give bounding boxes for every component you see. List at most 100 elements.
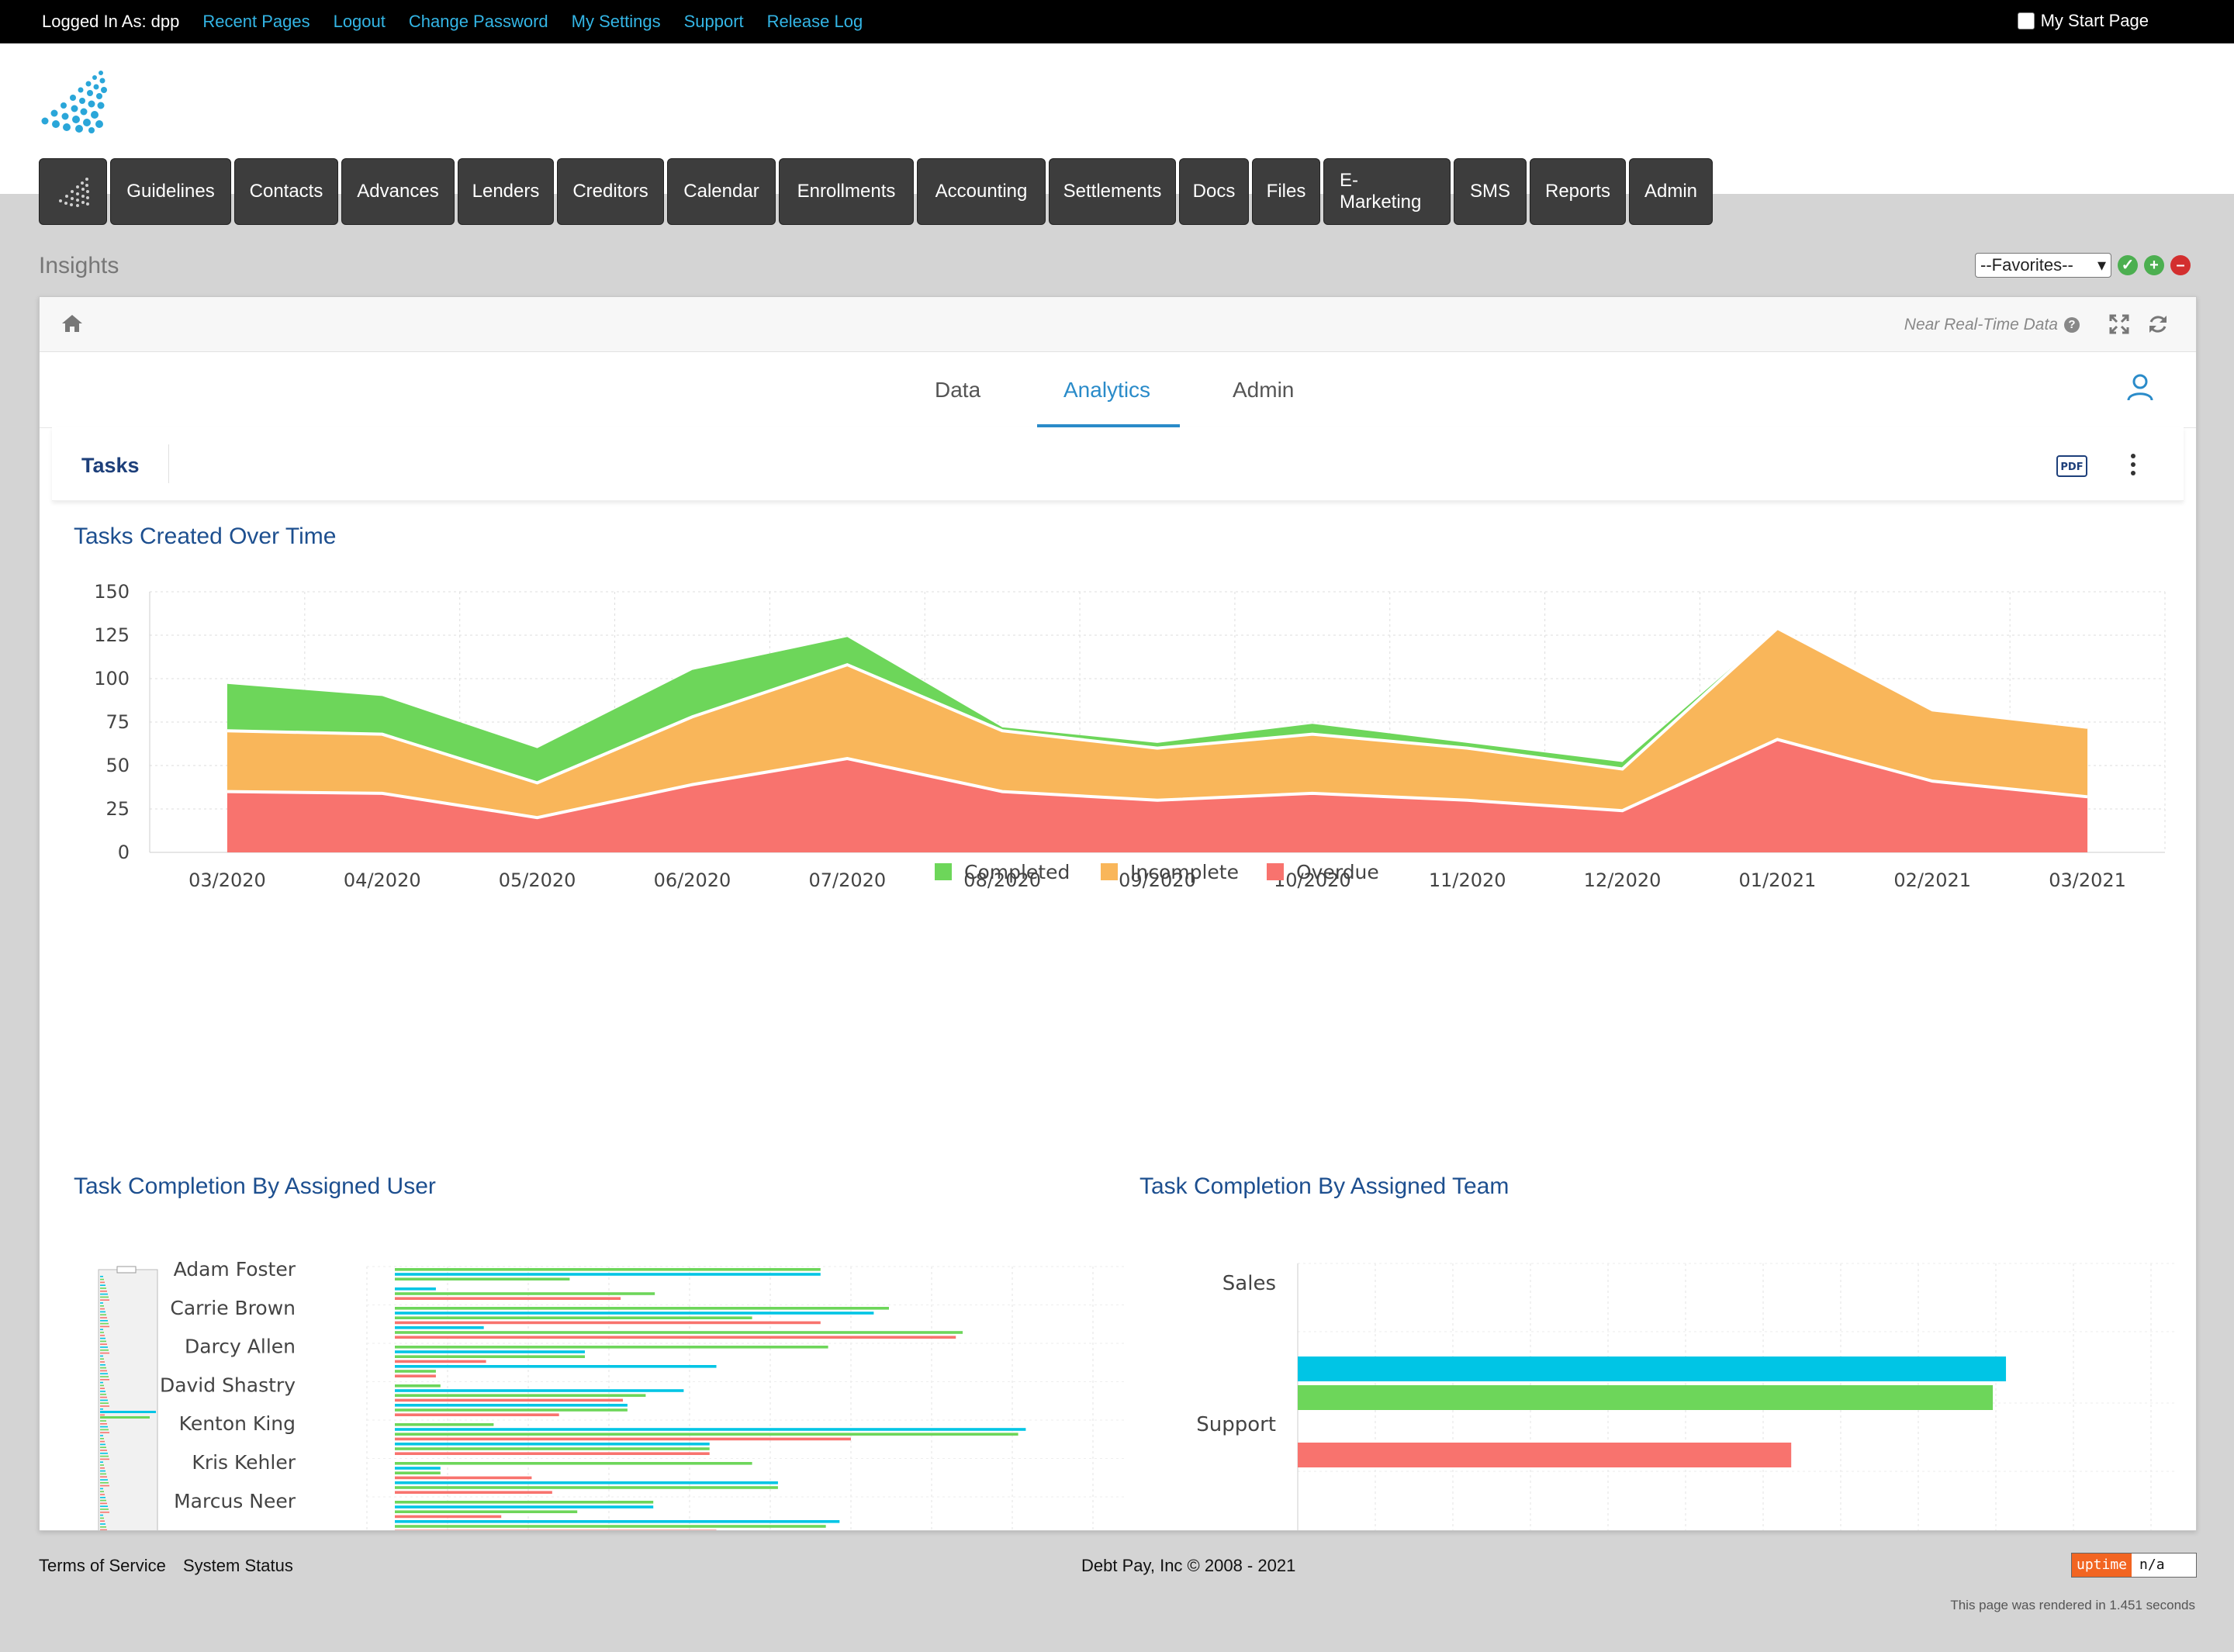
category-label: Darcy Allen xyxy=(185,1336,296,1358)
insights-panel: Near Real-Time Data ? Data Analytics Adm… xyxy=(39,296,2197,1531)
navigator-bar xyxy=(100,1396,107,1398)
y-tick-label: 100 xyxy=(94,668,130,689)
navigator-bar xyxy=(100,1276,103,1277)
user-bar xyxy=(395,1365,717,1368)
nav-files[interactable]: Files xyxy=(1252,158,1320,225)
nav-settlements[interactable]: Settlements xyxy=(1049,158,1176,225)
my-settings-link[interactable]: My Settings xyxy=(571,12,661,31)
x-tick-label: 03/2020 xyxy=(188,869,266,891)
nav-contacts[interactable]: Contacts xyxy=(234,158,338,225)
navigator-bar xyxy=(100,1373,108,1374)
support-link[interactable]: Support xyxy=(683,12,744,31)
user-bar xyxy=(395,1287,436,1291)
team-label-sales: Sales xyxy=(1222,1272,1276,1295)
nav-e-marketing[interactable]: E-Marketing xyxy=(1323,158,1451,225)
legend-swatch-incomplete xyxy=(1101,863,1118,880)
user-bar xyxy=(395,1529,717,1530)
favorite-add-icon[interactable]: + xyxy=(2144,255,2164,275)
navigator-bar xyxy=(100,1464,104,1466)
x-tick-label: 01/2021 xyxy=(1739,869,1817,891)
nav-creditors[interactable]: Creditors xyxy=(557,158,664,225)
navigator-bar xyxy=(100,1367,106,1369)
navigator-bar xyxy=(100,1305,104,1307)
refresh-icon[interactable] xyxy=(2146,313,2170,336)
navigator-bar xyxy=(100,1376,109,1377)
series-boundary-line xyxy=(227,626,2088,785)
user-bar xyxy=(395,1471,441,1474)
navigator-bar xyxy=(100,1350,109,1351)
nav-admin[interactable]: Admin xyxy=(1629,158,1713,225)
nav-reports[interactable]: Reports xyxy=(1530,158,1626,225)
navigator-bar xyxy=(100,1461,103,1463)
nav-calendar[interactable]: Calendar xyxy=(667,158,776,225)
user-bar xyxy=(395,1336,956,1339)
x-tick-label: 06/2020 xyxy=(654,869,731,891)
user-bar xyxy=(395,1481,778,1484)
nav-enrollments[interactable]: Enrollments xyxy=(779,158,914,225)
category-label: Carrie Brown xyxy=(170,1297,296,1319)
user-bar xyxy=(395,1268,821,1271)
navigator-bar xyxy=(100,1491,104,1492)
nav-advances[interactable]: Advances xyxy=(341,158,455,225)
tab-data[interactable]: Data xyxy=(935,378,981,402)
recent-pages-link[interactable]: Recent Pages xyxy=(202,12,310,31)
user-bar xyxy=(395,1447,710,1450)
user-bar xyxy=(395,1389,684,1392)
navigator-bar xyxy=(100,1391,105,1392)
tab-admin[interactable]: Admin xyxy=(1233,378,1295,402)
favorites-select[interactable]: --Favorites-- ▾ xyxy=(1975,253,2111,278)
home-icon[interactable] xyxy=(60,313,85,334)
favorite-go-icon[interactable]: ✓ xyxy=(2118,255,2138,275)
navigator-bar xyxy=(100,1332,104,1333)
navigator-bar xyxy=(100,1311,105,1313)
user-bar xyxy=(395,1360,486,1363)
uptime-label: uptime xyxy=(2072,1554,2132,1577)
navigator-bar xyxy=(100,1488,103,1490)
help-icon[interactable]: ? xyxy=(2064,317,2080,333)
nav-sms[interactable]: SMS xyxy=(1454,158,1527,225)
support-bar xyxy=(1298,1357,2007,1381)
navigator-bar xyxy=(100,1284,105,1286)
nav-home-button[interactable] xyxy=(39,158,107,225)
user-bar xyxy=(395,1273,821,1276)
user-bar xyxy=(395,1428,1026,1431)
expand-icon[interactable] xyxy=(2108,313,2131,336)
pdf-icon[interactable]: PDF xyxy=(2056,455,2087,477)
category-label: David Shastry xyxy=(160,1374,296,1396)
tasks-card-header: Tasks PDF xyxy=(52,427,2184,501)
start-page-checkbox[interactable] xyxy=(2017,12,2035,29)
system-status-link[interactable]: System Status xyxy=(183,1556,293,1575)
x-tick-label: 02/2021 xyxy=(1893,869,1971,891)
favorite-remove-icon[interactable]: – xyxy=(2170,255,2191,275)
nav-lenders[interactable]: Lenders xyxy=(458,158,554,225)
navigator-bar xyxy=(100,1340,106,1343)
category-label: Megan Kehler xyxy=(163,1529,296,1531)
tasks-card: Tasks PDF Tasks Created Over Time 0 25 50 7… xyxy=(52,427,2184,1531)
change-password-link[interactable]: Change Password xyxy=(408,12,548,31)
user-bar xyxy=(395,1452,710,1455)
navigator-bar xyxy=(100,1296,109,1298)
user-icon[interactable] xyxy=(2125,372,2156,403)
navigator-bar xyxy=(100,1505,108,1507)
logout-link[interactable]: Logout xyxy=(333,12,386,31)
navigator-bar xyxy=(100,1287,106,1289)
tab-analytics[interactable]: Analytics xyxy=(1063,378,1151,402)
navigator-bar xyxy=(100,1337,105,1339)
navigator-bar xyxy=(100,1308,105,1310)
more-options-icon[interactable] xyxy=(2129,452,2137,477)
nav-accounting[interactable]: Accounting xyxy=(917,158,1046,225)
start-page-toggle[interactable]: My Start Page xyxy=(2017,11,2149,31)
navigator-bar xyxy=(100,1384,104,1387)
navigator-bar xyxy=(100,1526,106,1528)
navigator-bar xyxy=(100,1388,105,1389)
uptime-badge[interactable]: uptime n/a xyxy=(2071,1553,2197,1578)
terms-link[interactable]: Terms of Service xyxy=(39,1556,166,1575)
nav-guidelines[interactable]: Guidelines xyxy=(110,158,231,225)
nav-docs[interactable]: Docs xyxy=(1179,158,1249,225)
navigator-bar xyxy=(100,1329,103,1330)
user-bar xyxy=(395,1515,502,1519)
navigator-bar xyxy=(100,1482,109,1484)
legend-label-incomplete: Incomplete xyxy=(1130,861,1239,883)
top-bar: Logged In As: dpp Recent Pages Logout Ch… xyxy=(0,0,2234,43)
release-log-link[interactable]: Release Log xyxy=(766,12,863,31)
